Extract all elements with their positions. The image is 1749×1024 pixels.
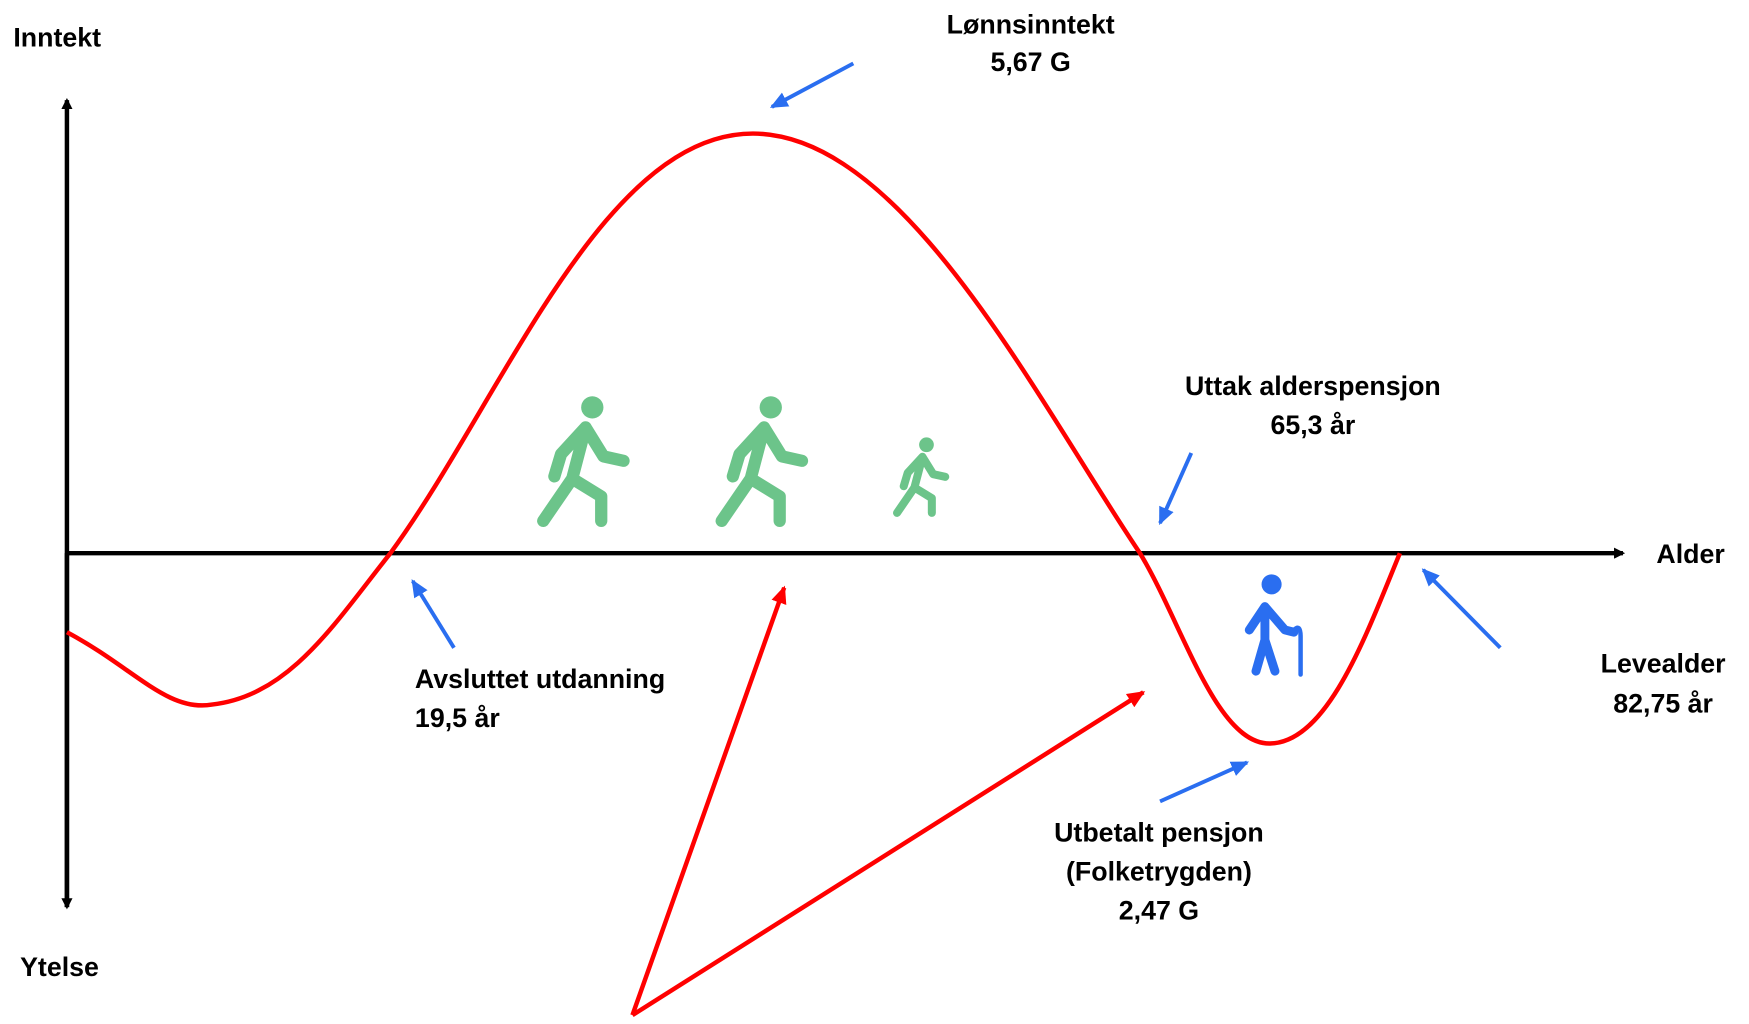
annotation-line: Avsluttet utdanning <box>415 664 665 694</box>
annotation-line: (Folketrygden) <box>1066 856 1252 886</box>
red-arrows <box>630 585 1146 1017</box>
annotation-line: Lønnsinntekt <box>947 9 1115 39</box>
y-axis-label: Inntekt <box>13 23 101 53</box>
annotation: Uttak alderspensjon 65,3 år <box>1185 371 1441 440</box>
annotation-line: 2,47 G <box>1119 895 1199 925</box>
annotation-line: 5,67 G <box>990 47 1070 77</box>
walkers <box>537 396 950 528</box>
annotation: Lønnsinntekt 5,67 G <box>947 9 1115 77</box>
annotation: Levealder 82,75 år <box>1601 648 1726 718</box>
x-axis-label: Alder <box>1656 539 1724 569</box>
annotation-line: Levealder <box>1601 648 1726 678</box>
annotation-line: 82,75 år <box>1613 688 1713 718</box>
y-axis-label: Ytelse <box>20 952 99 982</box>
income-curve <box>65 131 1402 746</box>
annotation: Utbetalt pensjon (Folketrygden) 2,47 G <box>1054 817 1264 925</box>
annotation-line: 65,3 år <box>1270 410 1355 440</box>
annotation-line: 19,5 år <box>415 703 500 733</box>
annotation-line: Utbetalt pensjon <box>1054 817 1264 847</box>
elderly-icon <box>1244 574 1303 677</box>
annotation: Avsluttet utdanning 19,5 år <box>415 664 665 733</box>
annotation-line: Uttak alderspensjon <box>1185 371 1441 401</box>
pointer-arrows <box>411 61 1502 804</box>
